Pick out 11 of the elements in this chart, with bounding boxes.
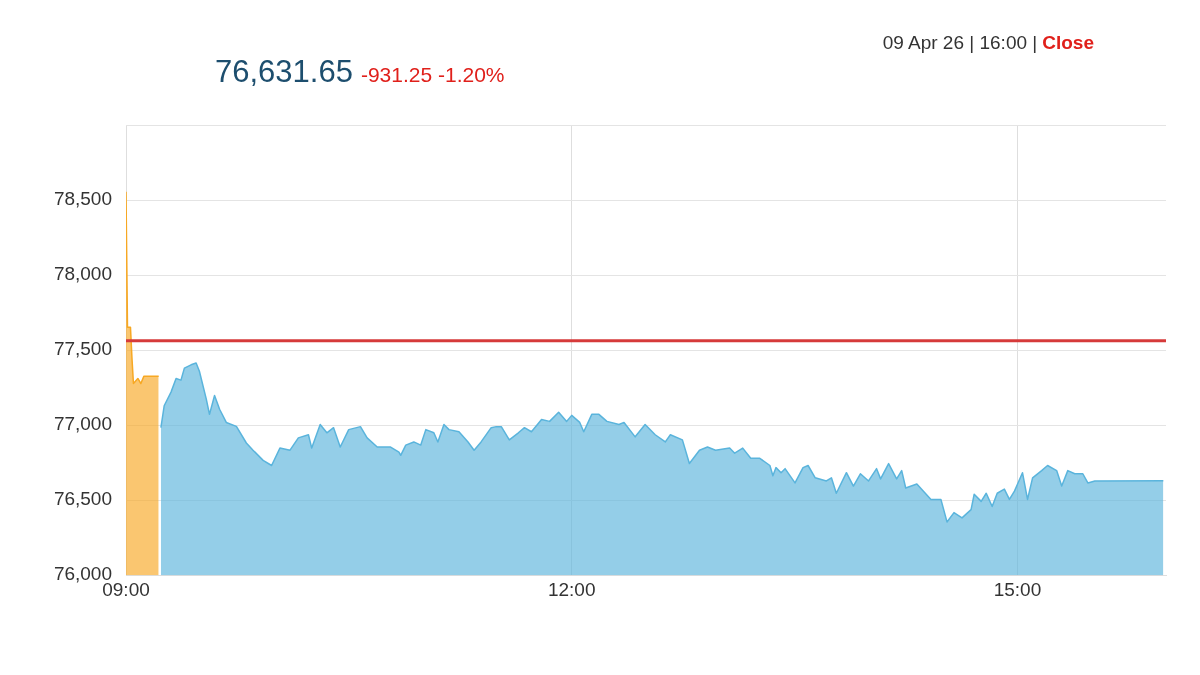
y-tick-label: 78,000 <box>53 263 112 285</box>
y-tick-label: 77,500 <box>53 338 112 360</box>
chart-title: 76,631.65 <box>215 54 353 89</box>
x-tick-label: 15:00 <box>993 578 1042 600</box>
y-tick-label: 77,000 <box>53 413 112 435</box>
text: 09 Apr 26 | 16:00 | <box>882 32 1038 53</box>
x-tick-label: 12:00 <box>547 578 596 600</box>
chart-subtitle: -931.25 -1.20% <box>360 63 505 86</box>
text: Close <box>1042 32 1094 53</box>
y-tick-label: 76,500 <box>53 488 112 510</box>
y-tick-label: 78,500 <box>53 188 112 210</box>
